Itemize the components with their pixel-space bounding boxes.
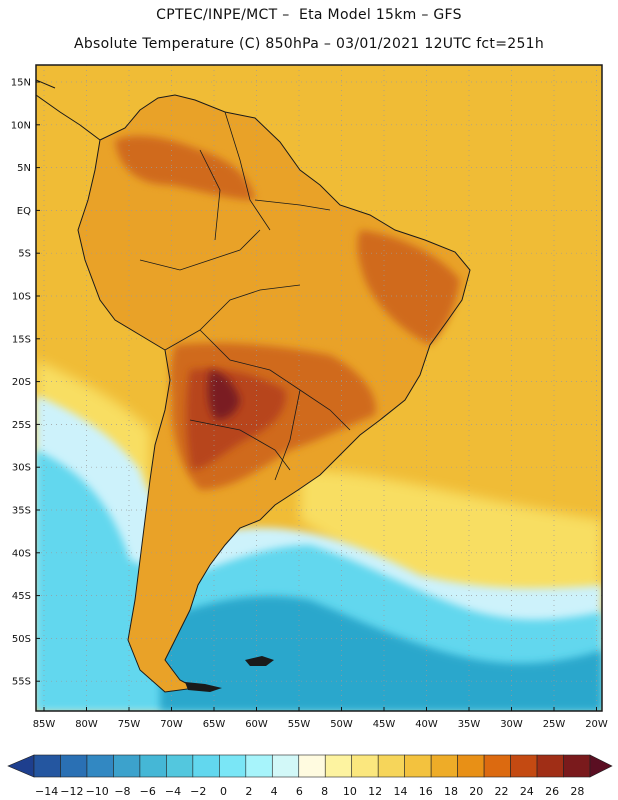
longitude-label: 60W bbox=[245, 719, 268, 730]
longitude-label: 75W bbox=[118, 719, 141, 730]
colorbar: −14 −12 −10 −8 −6 −4 −2 0 2 4 6 8 10 12 14 16 18 20 22 24 26… bbox=[7, 754, 613, 798]
latitude-label: 15N bbox=[11, 78, 31, 89]
colorbar-label: 2 bbox=[245, 785, 252, 798]
colorbar-swatch bbox=[192, 754, 220, 778]
colorbar-label: 24 bbox=[520, 785, 534, 798]
colorbar-swatch bbox=[324, 754, 353, 778]
colorbar-swatch bbox=[483, 754, 511, 778]
colorbar-swatch bbox=[139, 754, 167, 778]
temperature-field bbox=[36, 65, 602, 711]
colorbar-swatch bbox=[430, 754, 458, 778]
hot-zone-northeast-brazil bbox=[357, 230, 460, 345]
colorbar-swatch bbox=[33, 754, 61, 778]
colorbar-label: 22 bbox=[495, 785, 509, 798]
colorbar-swatch bbox=[377, 754, 405, 778]
colorbar-label: −6 bbox=[140, 785, 156, 798]
colorbar-swatch bbox=[113, 754, 141, 778]
ocean-cooler-band bbox=[300, 470, 602, 600]
longitude-label: 85W bbox=[33, 719, 56, 730]
latitude-label: 10S bbox=[12, 292, 31, 303]
latitude-label: 45S bbox=[12, 591, 31, 602]
latitude-label: 25S bbox=[12, 420, 31, 431]
colorbar-label: 16 bbox=[419, 785, 433, 798]
latitude-label: EQ bbox=[17, 206, 31, 217]
latitude-label: 40S bbox=[12, 548, 31, 559]
longitude-label: 20W bbox=[585, 719, 608, 730]
colorbar-label: −2 bbox=[190, 785, 206, 798]
longitude-label: 30W bbox=[500, 719, 523, 730]
latitude-label: 10N bbox=[11, 120, 31, 131]
falkland-islands bbox=[245, 656, 274, 666]
colorbar-label: −8 bbox=[114, 785, 130, 798]
latitude-label: 55S bbox=[12, 677, 31, 688]
colorbar-label: 18 bbox=[444, 785, 458, 798]
longitude-label: 45W bbox=[373, 719, 396, 730]
colorbar-label: 0 bbox=[220, 785, 227, 798]
colorbar-label: 12 bbox=[368, 785, 382, 798]
colorbar-swatch bbox=[298, 754, 326, 778]
title-line-1: CPTEC/INPE/MCT – Eta Model 15km – GFS bbox=[156, 7, 462, 23]
latitude-label: 30S bbox=[12, 463, 31, 474]
longitude-label: 80W bbox=[75, 719, 98, 730]
longitude-label: 50W bbox=[330, 719, 353, 730]
colorbar-swatch bbox=[219, 754, 247, 778]
latitude-labels: 15N 10N 5N EQ 5S 10S 15S 20S 25S 30S 35S 40S 45S 50S 5… bbox=[11, 78, 40, 688]
colorbar-swatch bbox=[536, 754, 564, 778]
colorbar-label: −12 bbox=[60, 785, 83, 798]
hottest-core bbox=[208, 370, 240, 420]
longitude-label: 25W bbox=[543, 719, 566, 730]
colorbar-min-extension bbox=[7, 754, 35, 778]
latitude-label: 35S bbox=[12, 506, 31, 517]
colorbar-max-extension bbox=[589, 754, 613, 778]
colorbar-label: 10 bbox=[343, 785, 357, 798]
latitude-label: 15S bbox=[12, 334, 31, 345]
colorbar-swatch bbox=[245, 754, 273, 778]
latitude-label: 5N bbox=[17, 163, 31, 174]
map-frame bbox=[35, 64, 603, 712]
latitude-label: 5S bbox=[18, 249, 31, 260]
latitude-label: 50S bbox=[12, 634, 31, 645]
colorbar-label: 26 bbox=[545, 785, 559, 798]
colorbar-swatch bbox=[271, 754, 300, 778]
colorbar-label: −14 bbox=[35, 785, 58, 798]
colorbar-swatch bbox=[457, 754, 485, 778]
colorbar-swatch bbox=[563, 754, 591, 778]
coastline bbox=[77, 94, 471, 693]
colorbar-swatch bbox=[86, 754, 114, 778]
colorbar-swatch bbox=[510, 754, 538, 778]
central-america-coast bbox=[36, 79, 101, 141]
longitude-label: 35W bbox=[458, 719, 481, 730]
cold-region-deep bbox=[160, 596, 602, 711]
colorbar-label: −10 bbox=[86, 785, 109, 798]
colorbar-label: 4 bbox=[271, 785, 278, 798]
colorbar-label: 14 bbox=[393, 785, 407, 798]
latitude-label: 20S bbox=[12, 377, 31, 388]
longitude-label: 65W bbox=[203, 719, 226, 730]
colorbar-label: −4 bbox=[165, 785, 181, 798]
colorbar-label: 8 bbox=[321, 785, 328, 798]
title-line-2: Absolute Temperature (C) 850hPa – 03/01/… bbox=[73, 36, 545, 52]
colorbar-swatch bbox=[166, 754, 194, 778]
hot-zone-northwest bbox=[115, 135, 255, 200]
country-borders bbox=[139, 111, 351, 481]
tierra-del-fuego bbox=[185, 682, 222, 692]
colorbar-label: 28 bbox=[570, 785, 584, 798]
longitude-label: 70W bbox=[160, 719, 183, 730]
colorbar-swatch bbox=[60, 754, 88, 778]
longitude-labels: 85W 80W 75W 70W 65W 60W 55W 50W 45W 40W 35W 30W 25W 2… bbox=[33, 707, 608, 730]
colorbar-label: 6 bbox=[296, 785, 303, 798]
longitude-label: 55W bbox=[288, 719, 311, 730]
colorbar-label: 20 bbox=[469, 785, 483, 798]
longitude-label: 40W bbox=[415, 719, 438, 730]
colorbar-swatch bbox=[351, 754, 379, 778]
colorbar-swatch bbox=[404, 754, 432, 778]
